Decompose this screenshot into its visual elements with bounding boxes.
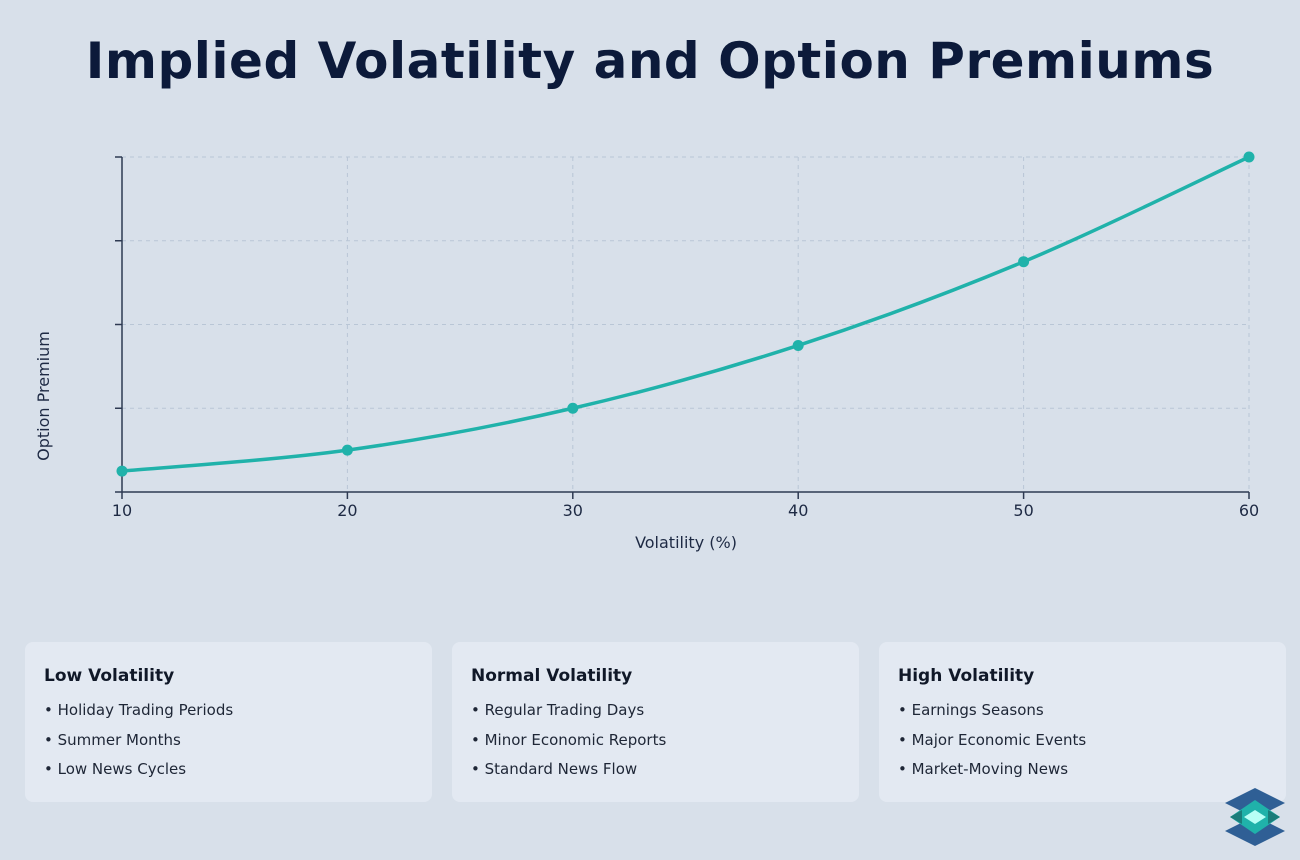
data-point bbox=[1018, 256, 1030, 268]
list-item: • Low News Cycles bbox=[44, 760, 187, 778]
y-axis-label: Option Premium bbox=[34, 331, 53, 461]
page-title: Implied Volatility and Option Premiums bbox=[85, 32, 1215, 90]
list-item: • Holiday Trading Periods bbox=[44, 701, 234, 719]
card-title: High Volatility bbox=[898, 666, 1035, 686]
card-normal-volatility: Normal Volatility • Regular Trading Days… bbox=[452, 642, 859, 802]
card-high-volatility: High Volatility • Earnings Seasons • Maj… bbox=[879, 642, 1286, 802]
x-tick-labels: 10 20 30 40 50 60 bbox=[112, 501, 1259, 520]
grid bbox=[122, 156, 1250, 492]
axes bbox=[115, 156, 1250, 499]
x-tick-label: 60 bbox=[1239, 501, 1259, 520]
data-points bbox=[116, 151, 1255, 477]
line-chart: 10 20 30 40 50 60 Volatility (%) Option Premi… bbox=[34, 151, 1259, 552]
x-tick-label: 20 bbox=[337, 501, 357, 520]
list-item: • Standard News Flow bbox=[471, 760, 638, 778]
x-tick-label: 30 bbox=[563, 501, 583, 520]
list-item: • Major Economic Events bbox=[898, 730, 1087, 749]
x-axis-label: Volatility (%) bbox=[635, 533, 737, 552]
series-line bbox=[120, 155, 1251, 473]
list-item: • Market-Moving News bbox=[898, 760, 1069, 778]
list-item: • Summer Months bbox=[44, 730, 181, 749]
data-point bbox=[116, 465, 128, 477]
x-tick-label: 10 bbox=[112, 501, 132, 520]
x-tick-label: 40 bbox=[788, 501, 808, 520]
data-point bbox=[1243, 151, 1255, 163]
layers-icon bbox=[1225, 788, 1285, 846]
list-item: • Earnings Seasons bbox=[898, 701, 1044, 719]
list-item: • Minor Economic Reports bbox=[471, 730, 667, 749]
data-point bbox=[792, 339, 804, 351]
volatility-cards: Low Volatility • Holiday Trading Periods… bbox=[25, 642, 1286, 802]
x-tick-label: 50 bbox=[1013, 501, 1033, 520]
data-point bbox=[341, 444, 353, 456]
card-title: Normal Volatility bbox=[471, 666, 633, 686]
card-title: Low Volatility bbox=[44, 666, 175, 686]
data-point bbox=[567, 402, 579, 414]
list-item: • Regular Trading Days bbox=[471, 701, 645, 719]
card-low-volatility: Low Volatility • Holiday Trading Periods… bbox=[25, 642, 432, 802]
